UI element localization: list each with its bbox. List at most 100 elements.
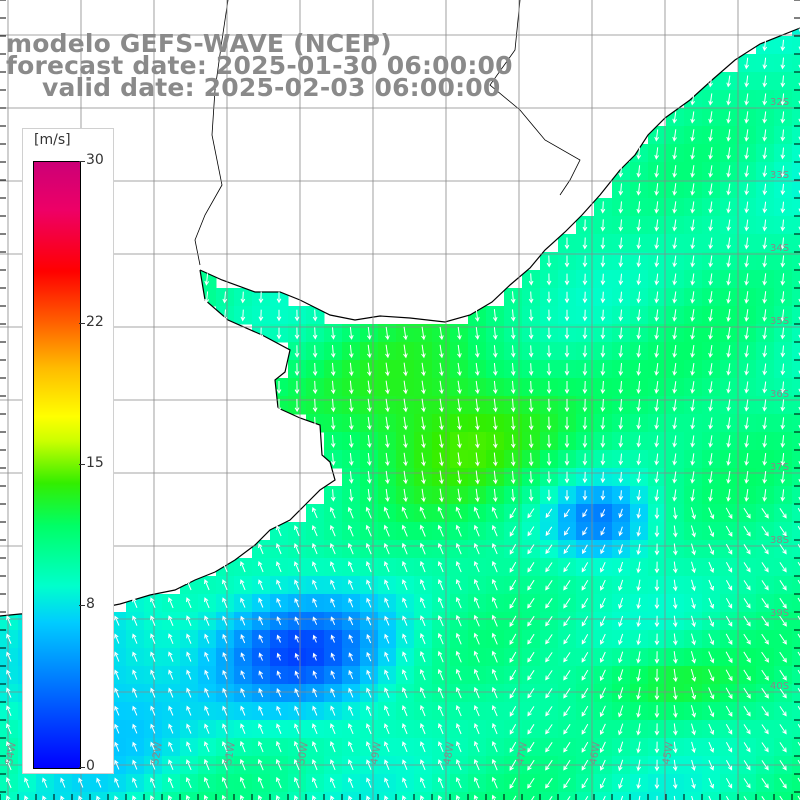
wind-arrow bbox=[348, 669, 354, 680]
wind-arrow bbox=[672, 165, 677, 178]
wind-arrow bbox=[276, 634, 282, 643]
wind-arrow bbox=[491, 794, 497, 800]
wind-arrow bbox=[455, 596, 462, 609]
wind-arrow bbox=[132, 759, 138, 770]
wind-arrow bbox=[779, 795, 783, 800]
wind-arrow bbox=[567, 796, 571, 800]
wind-arrow bbox=[780, 147, 786, 160]
wind-arrow bbox=[762, 255, 768, 268]
wind-arrow bbox=[708, 615, 714, 628]
wind-arrow bbox=[564, 255, 570, 268]
wind-arrow bbox=[618, 508, 623, 519]
wind-cell bbox=[216, 792, 235, 800]
wind-arrow bbox=[708, 543, 715, 556]
wind-arrow bbox=[602, 795, 606, 800]
wind-arrow bbox=[726, 219, 731, 232]
wind-arrow bbox=[365, 542, 372, 555]
wind-arrow bbox=[329, 524, 336, 537]
wind-arrow bbox=[402, 741, 408, 753]
wind-arrow bbox=[780, 435, 786, 448]
wind-arrow bbox=[618, 237, 624, 250]
wind-arrow bbox=[600, 417, 606, 430]
wind-cell bbox=[630, 792, 649, 800]
wind-arrow bbox=[204, 669, 210, 680]
wind-cell bbox=[792, 450, 800, 469]
wind-arrow bbox=[491, 524, 498, 537]
wind-arrow bbox=[438, 597, 444, 609]
wind-arrow bbox=[509, 759, 517, 771]
wind-arrow bbox=[421, 344, 426, 359]
wind-arrow bbox=[329, 506, 336, 519]
wind-arrow bbox=[437, 668, 444, 681]
wind-arrow bbox=[564, 291, 570, 304]
wind-arrow bbox=[439, 470, 444, 485]
wind-arrow bbox=[528, 398, 534, 413]
wind-arrow bbox=[294, 795, 299, 800]
wind-arrow bbox=[779, 688, 787, 699]
wind-arrow bbox=[509, 525, 517, 537]
wind-cell bbox=[792, 342, 800, 361]
wind-arrow bbox=[457, 488, 462, 503]
wind-arrow bbox=[636, 165, 642, 178]
wind-arrow bbox=[42, 795, 47, 800]
wind-cell bbox=[396, 792, 415, 800]
wind-arrow bbox=[708, 417, 713, 430]
wind-arrow bbox=[6, 741, 12, 753]
wind-arrow bbox=[636, 183, 642, 196]
wind-arrow bbox=[439, 398, 444, 413]
wind-cell bbox=[306, 792, 325, 800]
wind-arrow bbox=[455, 686, 462, 699]
wind-arrow bbox=[546, 309, 552, 322]
wind-arrow bbox=[708, 687, 715, 700]
wind-arrow bbox=[457, 470, 462, 485]
wind-arrow bbox=[150, 687, 156, 698]
wind-arrow bbox=[780, 381, 786, 394]
wind-arrow bbox=[439, 452, 444, 467]
lat-label: 35S bbox=[770, 316, 789, 327]
wind-arrow bbox=[563, 526, 570, 536]
wind-arrow bbox=[531, 795, 535, 800]
wind-arrow bbox=[708, 237, 713, 250]
wind-arrow bbox=[403, 416, 408, 431]
wind-arrow bbox=[654, 381, 660, 394]
wind-arrow bbox=[276, 525, 282, 537]
wind-arrow bbox=[311, 506, 318, 519]
wind-cell bbox=[792, 180, 800, 199]
wind-arrow bbox=[564, 345, 570, 358]
wind-arrow bbox=[673, 686, 678, 701]
wind-arrow bbox=[726, 327, 731, 340]
wind-arrow bbox=[546, 273, 552, 286]
wind-arrow bbox=[186, 579, 192, 591]
wind-arrow bbox=[385, 344, 390, 359]
wind-cell bbox=[792, 738, 800, 757]
wind-arrow bbox=[636, 489, 642, 502]
wind-arrow bbox=[582, 363, 588, 376]
wind-arrow bbox=[743, 742, 751, 753]
wind-arrow bbox=[491, 740, 498, 753]
wind-arrow bbox=[509, 723, 517, 735]
wind-cell bbox=[792, 72, 800, 91]
wind-arrow bbox=[762, 237, 768, 250]
wind-arrow bbox=[204, 615, 210, 626]
wind-cell bbox=[792, 594, 800, 613]
wind-arrow bbox=[348, 705, 354, 716]
wind-arrow bbox=[726, 435, 731, 448]
wind-arrow bbox=[726, 417, 731, 430]
wind-arrow bbox=[618, 309, 624, 322]
wind-arrow bbox=[132, 633, 138, 644]
wind-arrow bbox=[582, 327, 588, 340]
lon-label: 45W bbox=[661, 741, 676, 765]
wind-arrow bbox=[420, 741, 426, 753]
wind-arrow bbox=[384, 633, 390, 644]
wind-arrow bbox=[491, 704, 498, 717]
wind-arrow bbox=[366, 741, 372, 753]
wind-cell bbox=[270, 792, 289, 800]
wind-arrow bbox=[708, 363, 713, 376]
wind-arrow bbox=[798, 136, 800, 141]
wind-cell bbox=[342, 792, 361, 800]
wind-cell bbox=[792, 576, 800, 595]
wind-arrow bbox=[204, 741, 210, 753]
wind-arrow bbox=[186, 705, 192, 716]
wind-arrow bbox=[726, 255, 731, 268]
wind-arrow bbox=[654, 777, 660, 790]
